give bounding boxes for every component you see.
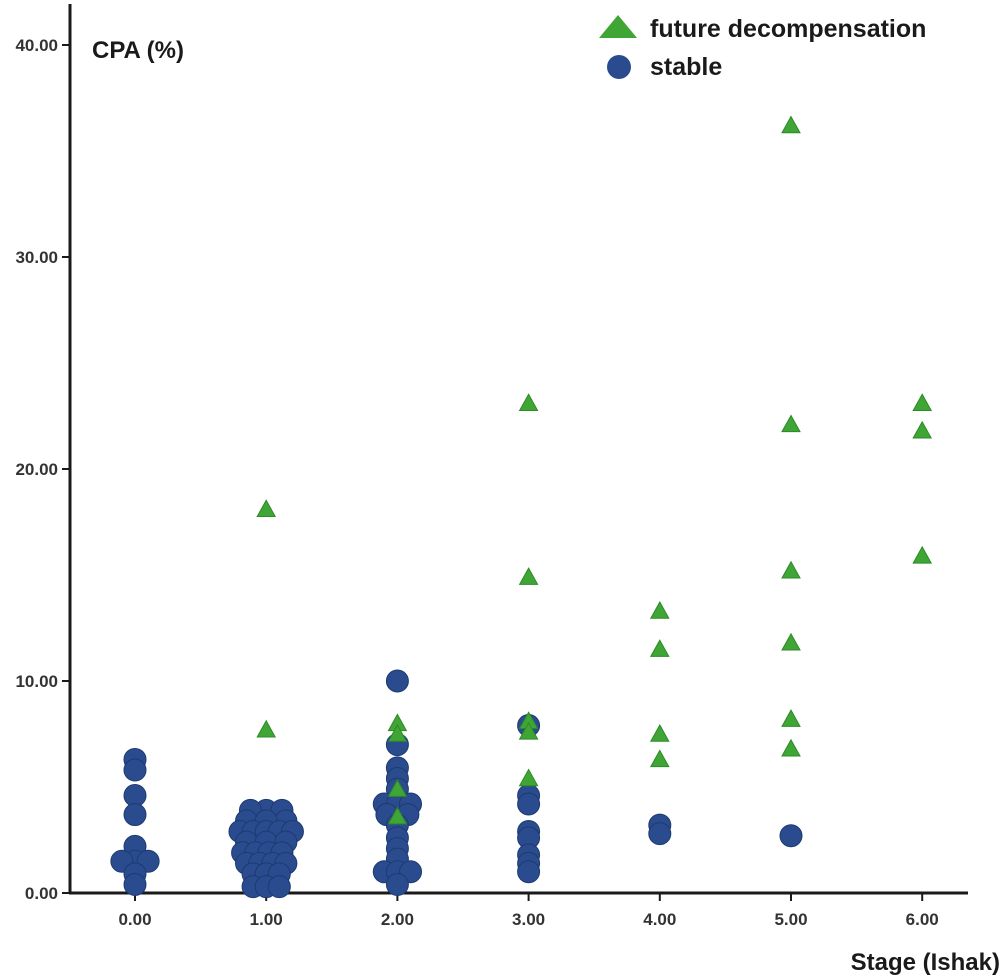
stable-point [779, 824, 803, 848]
future-decompensation-point [649, 723, 670, 742]
stable-point [517, 860, 541, 884]
y-axis-title: CPA (%) [92, 37, 184, 64]
legend: future decompensation stable [599, 15, 926, 81]
future-decompensation-point [387, 779, 408, 797]
future-decompensation-point [781, 632, 801, 651]
x-tick-label: 0.00 [118, 910, 151, 929]
future-decompensation-point [781, 414, 801, 433]
future-decompensation-point [256, 719, 277, 738]
x-tick-label: 6.00 [906, 910, 939, 929]
x-tick-label: 2.00 [381, 910, 414, 929]
legend-triangle-marker [599, 15, 637, 38]
future-decompensation-point [518, 393, 539, 411]
x-tick-label: 4.00 [643, 910, 676, 929]
legend-label-stable: stable [650, 53, 722, 81]
future-decompensation-point [781, 115, 801, 134]
y-tick-label: 10.00 [15, 672, 58, 691]
stable-point [385, 873, 409, 897]
future-decompensation-point [781, 560, 801, 579]
x-axis-ticks: 0.00 1.00 2.00 3.00 4.00 5.00 6.00 [118, 893, 939, 929]
future-decompensation-point [518, 567, 539, 585]
future-decompensation-point [912, 420, 933, 439]
x-tick-label: 3.00 [512, 910, 545, 929]
future-decompensation-point [518, 721, 539, 740]
y-tick-label: 0.00 [25, 884, 58, 903]
stable-point [648, 822, 672, 846]
future-decompensation-point [387, 723, 408, 742]
legend-circle-marker [607, 55, 631, 79]
stable-point [123, 873, 147, 897]
axes [68, 4, 968, 895]
future-decompensation-point [649, 639, 670, 657]
y-tick-label: 30.00 [15, 248, 58, 267]
stable-point [267, 875, 291, 899]
future-decompensation-point [781, 738, 801, 757]
future-decompensation-point [387, 806, 408, 825]
stable-point [517, 792, 541, 816]
legend-label-future-decompensation: future decompensation [650, 15, 926, 43]
future-decompensation-point [518, 768, 539, 787]
future-decompensation-point [912, 393, 933, 411]
future-decompensation-point [912, 545, 933, 564]
y-tick-label: 40.00 [15, 36, 58, 55]
stable-point [123, 758, 147, 782]
x-tick-label: 1.00 [250, 910, 283, 929]
x-tick-label: 5.00 [774, 910, 807, 929]
future-decompensation-series [256, 115, 933, 825]
y-axis-ticks: 0.00 10.00 20.00 30.00 40.00 [15, 36, 70, 903]
future-decompensation-point [781, 709, 801, 727]
y-tick-label: 20.00 [15, 460, 58, 479]
future-decompensation-point [649, 601, 670, 619]
stable-series [110, 669, 803, 899]
stable-point [123, 803, 147, 827]
future-decompensation-point [649, 749, 670, 768]
x-axis-title: Stage (Ishak) [851, 949, 1000, 976]
stable-point [385, 669, 409, 693]
future-decompensation-point [256, 499, 277, 517]
